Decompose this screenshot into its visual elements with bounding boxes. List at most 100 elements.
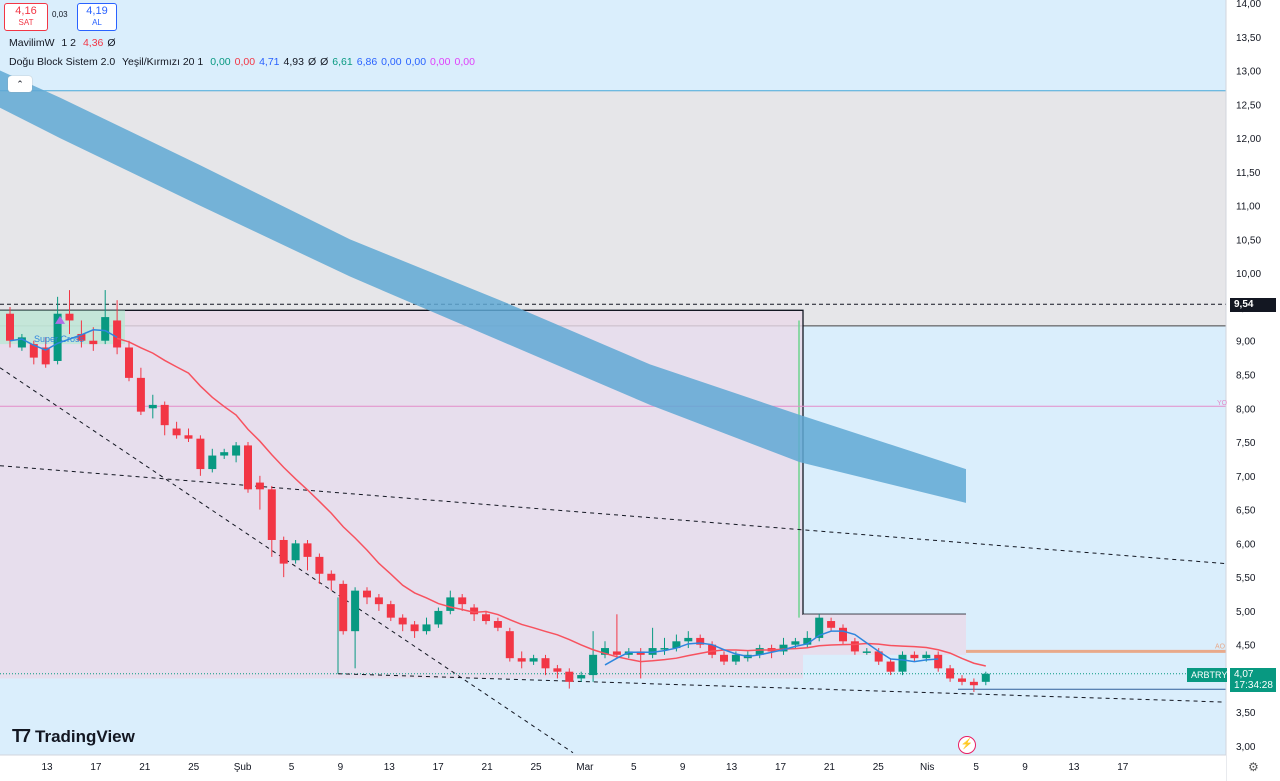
indicator-value: Ø	[320, 56, 329, 68]
indicator-value: 4,36	[82, 37, 104, 49]
candle	[946, 664, 955, 682]
candle-body	[41, 347, 50, 365]
candle-body	[17, 337, 26, 348]
x-tick-label: 13	[1068, 762, 1080, 773]
x-tick-label: 9	[1022, 762, 1028, 773]
candle	[827, 617, 836, 632]
candle-body	[946, 668, 955, 679]
indicator-legend-dogu-block[interactable]: Doğu Block Sistem 2.0 Yeşil/Kırmızı 20 1…	[9, 56, 483, 68]
buy-button[interactable]: 4,19 AL	[77, 3, 117, 31]
candle	[53, 296, 62, 365]
indicator-values: 0,00 0,00 4,71 4,93 Ø Ø 6,61 6,86 0,00 0,00 0,00 0,…	[210, 56, 479, 68]
tradingview-icon: T7	[12, 726, 31, 746]
candle	[41, 337, 50, 368]
candle	[969, 678, 978, 692]
candle-body	[6, 313, 14, 341]
candle	[386, 600, 395, 622]
moving-average-line	[116, 337, 986, 667]
sell-button[interactable]: 4,16 SAT	[4, 3, 48, 31]
spread-value: 0,03	[52, 10, 68, 19]
candle-body	[755, 648, 764, 655]
indicator-value: 0,00	[210, 56, 231, 68]
y-tick-label: 4,50	[1236, 641, 1256, 652]
candle-body	[612, 651, 621, 655]
candle-body	[196, 438, 205, 470]
settings-gear-icon[interactable]: ⚙	[1248, 760, 1259, 774]
candle	[601, 641, 609, 659]
y-tick-label: 9,00	[1236, 337, 1256, 348]
candle-body	[363, 590, 371, 598]
indicator-value: Ø	[107, 37, 116, 49]
candle-body	[470, 607, 479, 615]
candle	[458, 594, 467, 611]
candle-body	[327, 573, 336, 581]
y-tick-label: 5,50	[1236, 573, 1256, 584]
trend-band	[0, 70, 966, 503]
yo-label: YO	[1217, 400, 1228, 407]
candle-body	[517, 658, 526, 662]
tradingview-logo[interactable]: T7 TradingView	[12, 726, 135, 747]
x-tick-label: 17	[775, 762, 787, 773]
candle-body	[29, 344, 38, 358]
candle	[553, 664, 562, 679]
candle	[720, 651, 728, 665]
flash-icon[interactable]: ⚡	[958, 736, 976, 754]
indicator-value: 0,00	[381, 56, 402, 68]
indicator-value: 6,61	[332, 56, 353, 68]
buy-label: AL	[92, 18, 102, 27]
indicator-legend-mavilimw[interactable]: MavilimW 1 2 4,36 Ø	[9, 37, 124, 49]
candle	[612, 614, 621, 659]
x-tick-label: 17	[1117, 762, 1129, 773]
candle-body	[255, 482, 264, 490]
candle-body	[482, 614, 490, 622]
candle-body	[731, 654, 740, 662]
y-tick-label: 12,50	[1236, 100, 1261, 111]
y-tick-label: 14,00	[1236, 0, 1261, 10]
super-cross-marker	[55, 315, 65, 324]
candle	[160, 401, 169, 436]
candle	[125, 340, 133, 382]
candle-body	[898, 654, 907, 672]
candle-body	[65, 313, 74, 321]
y-tick-label: 12,00	[1236, 134, 1261, 145]
candle	[422, 617, 431, 635]
candle	[898, 651, 907, 676]
indicator-value: 0,00	[430, 56, 451, 68]
indicator-params: 1 2	[61, 37, 77, 49]
x-tick-label: 13	[726, 762, 738, 773]
y-tick-label: 11,50	[1236, 168, 1261, 179]
candle	[77, 320, 86, 348]
candle-body	[839, 627, 847, 642]
candle-body	[934, 654, 943, 669]
candle	[529, 654, 538, 665]
candle	[89, 327, 98, 351]
candle	[505, 627, 514, 662]
candle	[113, 300, 122, 355]
candle-body	[101, 317, 110, 341]
candle	[886, 658, 895, 676]
candle-body	[981, 673, 990, 682]
candle-body	[672, 641, 681, 649]
candle-body	[279, 539, 288, 564]
candle-body	[267, 489, 276, 540]
candle	[101, 290, 110, 345]
candle	[339, 580, 348, 635]
brand-name: TradingView	[35, 726, 135, 746]
x-tick-label: 5	[289, 762, 295, 773]
candle	[755, 644, 764, 659]
indicator-value: Ø	[307, 56, 317, 68]
candle	[65, 290, 74, 334]
candle-body	[969, 681, 978, 686]
candle-body	[374, 597, 383, 605]
candle-body	[636, 651, 645, 655]
y-tick-label: 13,00	[1236, 67, 1261, 78]
candle	[279, 536, 288, 578]
block-box-tail	[803, 614, 966, 655]
marked-level-label: 9,54	[1230, 298, 1276, 312]
chevron-up-icon[interactable]: ⌃	[8, 76, 32, 92]
candle	[803, 631, 812, 649]
candle	[910, 651, 919, 662]
candle-body	[529, 658, 538, 662]
candle-body	[708, 644, 717, 655]
